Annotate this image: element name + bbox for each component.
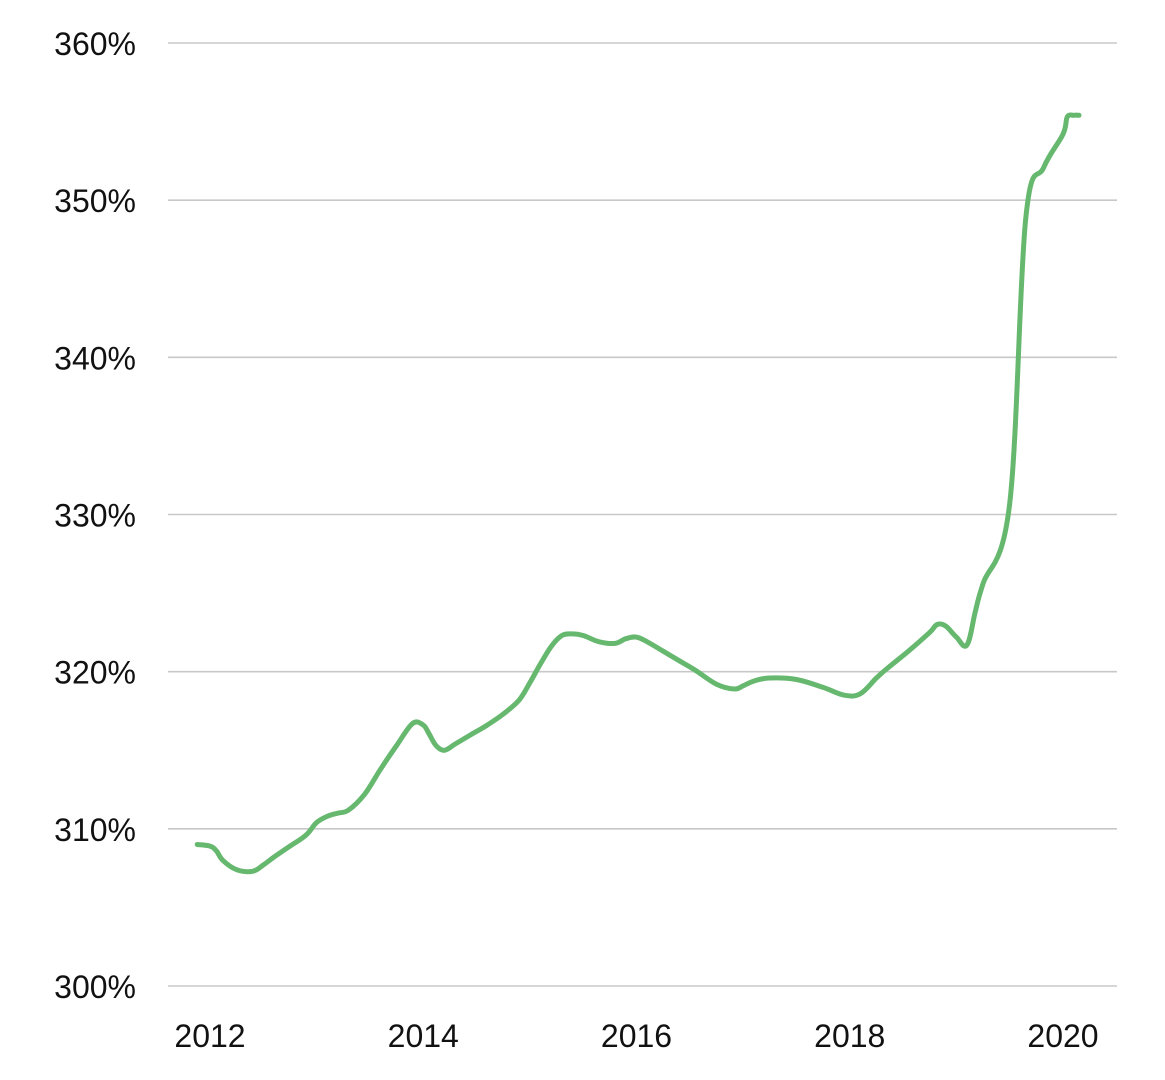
- y-tick-label: 350%: [54, 183, 136, 219]
- x-tick-label: 2020: [1027, 1018, 1098, 1054]
- y-tick-label: 340%: [54, 340, 136, 376]
- y-tick-label: 300%: [54, 969, 136, 1005]
- y-tick-label: 330%: [54, 498, 136, 534]
- grid-lines: [168, 42, 1117, 987]
- x-tick-label: 2014: [388, 1018, 459, 1054]
- y-axis-tick-labels: 300% 310% 320% 330% 340% 350% 360%: [54, 26, 136, 1005]
- x-tick-label: 2018: [814, 1018, 885, 1054]
- y-tick-label: 320%: [54, 655, 136, 691]
- y-tick-label: 310%: [54, 812, 136, 848]
- x-axis-tick-labels: 2012 2014 2016 2018 2020: [174, 1018, 1098, 1054]
- series-line-0: [194, 112, 1082, 875]
- x-tick-label: 2012: [174, 1018, 245, 1054]
- y-tick-label: 360%: [54, 26, 136, 62]
- x-tick-label: 2016: [601, 1018, 672, 1054]
- series-group: [194, 112, 1082, 875]
